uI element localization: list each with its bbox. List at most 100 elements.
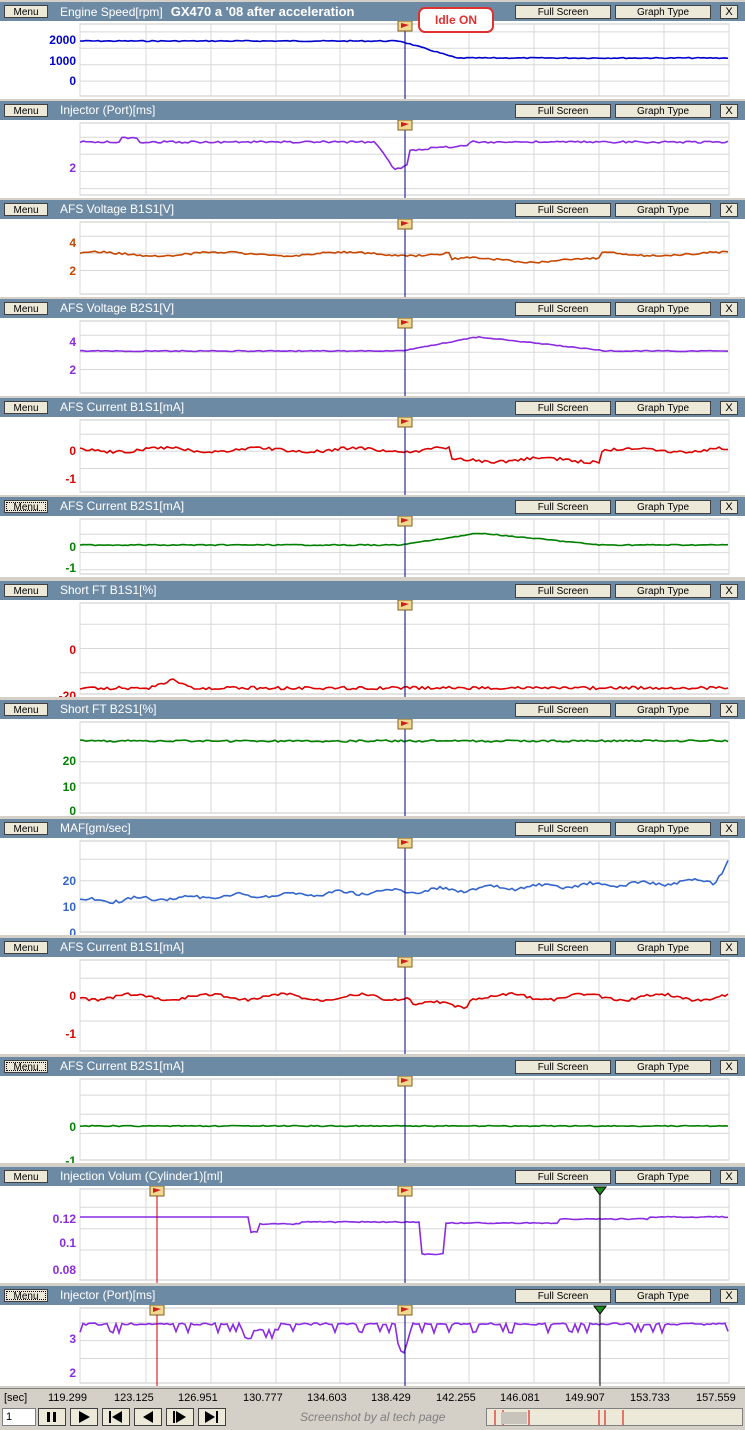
y-tick-label: 0.08 [53, 1263, 77, 1277]
full-screen-button[interactable]: Full Screen [515, 302, 611, 316]
close-panel-button[interactable]: X [720, 1289, 738, 1303]
menu-button[interactable]: Menu [4, 1289, 48, 1302]
menu-button[interactable]: Menu [4, 401, 48, 414]
graph-type-button[interactable]: Graph Type [615, 500, 711, 514]
panel-title: Short FT B2S1[%] [60, 702, 157, 716]
graph-type-button[interactable]: Graph Type [615, 703, 711, 717]
graph-type-button[interactable]: Graph Type [615, 1170, 711, 1184]
flag-marker-icon [397, 600, 413, 611]
close-panel-button[interactable]: X [720, 203, 738, 217]
menu-button[interactable]: Menu [4, 703, 48, 716]
y-tick-label: 2 [69, 1366, 76, 1380]
graph-type-button[interactable]: Graph Type [615, 941, 711, 955]
y-tick-label: 0 [69, 989, 76, 1003]
skip-last-icon [205, 1411, 218, 1423]
y-tick-label: 2 [69, 264, 76, 278]
menu-button[interactable]: Menu [4, 203, 48, 216]
close-panel-button[interactable]: X [720, 584, 738, 598]
plot-svg: 42 [69, 219, 730, 297]
close-panel-button[interactable]: X [720, 822, 738, 836]
y-tick-label: -1 [65, 472, 76, 486]
graph-type-button[interactable]: Graph Type [615, 1289, 711, 1303]
graph-type-button[interactable]: Graph Type [615, 401, 711, 415]
flag-marker-icon [397, 318, 413, 329]
close-panel-button[interactable]: X [720, 302, 738, 316]
time-tick: 119.299 [48, 1392, 87, 1404]
speed-spinner[interactable]: 1 [2, 1408, 36, 1426]
step-back-button[interactable] [134, 1408, 162, 1426]
panel-title-text: Injection Volum (Cylinder1)[ml] [60, 1169, 223, 1183]
close-panel-button[interactable]: X [720, 104, 738, 118]
play-button[interactable] [70, 1408, 98, 1426]
data-trace [79, 1124, 729, 1128]
full-screen-button[interactable]: Full Screen [515, 500, 611, 514]
close-panel-button[interactable]: X [720, 5, 738, 19]
data-trace [79, 991, 729, 1010]
menu-button[interactable]: Menu [4, 5, 48, 18]
y-tick-label: 10 [63, 900, 77, 914]
menu-button[interactable]: Menu [4, 500, 48, 513]
menu-button[interactable]: Menu [4, 1060, 48, 1073]
plot-svg: 0 -1 [65, 1076, 730, 1163]
close-panel-button[interactable]: X [720, 1060, 738, 1074]
y-tick-label: 0.1 [59, 1236, 76, 1250]
time-tick: 153.733 [630, 1392, 670, 1404]
graph-type-button[interactable]: Graph Type [615, 104, 711, 118]
close-panel-button[interactable]: X [720, 703, 738, 717]
full-screen-button[interactable]: Full Screen [515, 584, 611, 598]
close-panel-button[interactable]: X [720, 401, 738, 415]
skip-last-button[interactable] [198, 1408, 226, 1426]
y-tick-label: -1 [65, 1027, 76, 1041]
plot-svg: 0 -20 [59, 600, 730, 697]
full-screen-button[interactable]: Full Screen [515, 941, 611, 955]
panel-header: Menu AFS Current B1S1[mA] Full Screen Graph… [0, 398, 745, 417]
skip-first-button[interactable] [102, 1408, 130, 1426]
close-panel-button[interactable]: X [720, 941, 738, 955]
y-tick-label: 0.12 [53, 1212, 77, 1226]
y-tick-label: 2 [69, 161, 76, 175]
close-panel-button[interactable]: X [720, 500, 738, 514]
step-forward-button[interactable] [166, 1408, 194, 1426]
panel-header: Menu Injection Volum (Cylinder1)[ml] Full … [0, 1167, 745, 1186]
playback-bar: [sec] 119.299 123.125 126.951 130.777 13… [0, 1388, 745, 1428]
menu-button[interactable]: Menu [4, 941, 48, 954]
full-screen-button[interactable]: Full Screen [515, 1060, 611, 1074]
graph-type-button[interactable]: Graph Type [615, 822, 711, 836]
y-tick-label: -20 [59, 689, 77, 697]
graph-type-button[interactable]: Graph Type [615, 203, 711, 217]
full-screen-button[interactable]: Full Screen [515, 401, 611, 415]
full-screen-button[interactable]: Full Screen [515, 5, 611, 19]
full-screen-button[interactable]: Full Screen [515, 1289, 611, 1303]
menu-button[interactable]: Menu [4, 104, 48, 117]
menu-button[interactable]: Menu [4, 822, 48, 835]
graph-type-button[interactable]: Graph Type [615, 302, 711, 316]
menu-button[interactable]: Menu [4, 1170, 48, 1183]
timeline-scrollbar[interactable] [486, 1408, 743, 1426]
data-trace [79, 739, 729, 743]
menu-button[interactable]: Menu [4, 584, 48, 597]
full-screen-button[interactable]: Full Screen [515, 104, 611, 118]
time-tick: 146.081 [500, 1392, 540, 1404]
panel-title-text: Injector (Port)[ms] [60, 103, 156, 117]
graph-type-button[interactable]: Graph Type [615, 5, 711, 19]
panel-header: Menu Injector (Port)[ms] Full Screen Graph … [0, 101, 745, 120]
menu-button[interactable]: Menu [4, 302, 48, 315]
idle-on-callout: Idle ON [418, 7, 494, 33]
full-screen-button[interactable]: Full Screen [515, 822, 611, 836]
plot-svg: 20 10 0 [63, 838, 730, 935]
full-screen-button[interactable]: Full Screen [515, 703, 611, 717]
graph-type-button[interactable]: Graph Type [615, 1060, 711, 1074]
full-screen-button[interactable]: Full Screen [515, 203, 611, 217]
graph-type-button[interactable]: Graph Type [615, 584, 711, 598]
plot-svg: 20 10 0 [63, 719, 730, 816]
pause-button[interactable] [38, 1408, 66, 1426]
plot-area: 20 10 0 [0, 719, 745, 816]
callout-text: Idle ON [434, 13, 477, 27]
data-trace [80, 1215, 729, 1256]
full-screen-button[interactable]: Full Screen [515, 1170, 611, 1184]
plot-svg: 32 [69, 1305, 730, 1386]
close-panel-button[interactable]: X [720, 1170, 738, 1184]
data-trace [79, 1321, 729, 1354]
